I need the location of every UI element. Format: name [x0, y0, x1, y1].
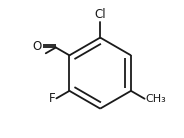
Text: O: O [33, 40, 42, 53]
Text: Cl: Cl [94, 8, 106, 21]
Text: F: F [49, 92, 55, 105]
Text: CH₃: CH₃ [146, 94, 166, 104]
